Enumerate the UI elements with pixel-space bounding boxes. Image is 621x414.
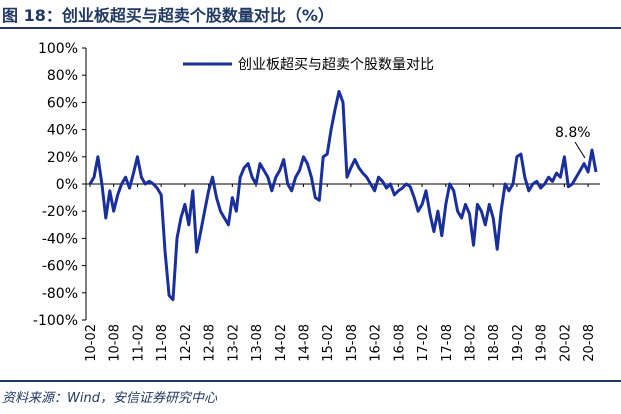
x-tick-label: 16-02 (369, 324, 384, 362)
y-tick-label: 20% (47, 150, 78, 166)
x-tick-label: 18-02 (464, 324, 479, 362)
x-tick-label: 17-02 (416, 324, 431, 362)
annotation: 8.8% (555, 125, 591, 159)
y-tick-label: 60% (47, 95, 78, 111)
x-tick-label: 13-08 (250, 324, 265, 362)
series-layer (88, 90, 598, 302)
x-tick-label: 12-02 (179, 324, 194, 362)
annotation-label: 8.8% (555, 125, 591, 141)
y-tick-label: -80% (42, 286, 78, 302)
footer-divider (0, 380, 621, 382)
x-tick-label: 10-08 (108, 324, 123, 362)
x-tick-label: 19-02 (511, 324, 526, 362)
x-axis: 10-02 10-08 11-02 11-08 12-02 12-08 13-02 13-08… (84, 183, 600, 362)
source-note: 资料来源：Wind，安信证券研究中心 (2, 391, 217, 406)
y-tick-label: -60% (42, 259, 78, 275)
legend: 创业板超买与超卖个股数量对比 (183, 57, 434, 73)
x-tick-label: 17-08 (440, 324, 455, 362)
y-tick-label: 40% (47, 123, 78, 139)
x-tick-label: 10-02 (84, 324, 99, 362)
title-divider (0, 27, 621, 29)
annotation-arrow (574, 141, 586, 159)
x-tick-label: 18-08 (487, 324, 502, 362)
line-chart: 100%80%60%40%20%0%-20%-40%-60%-80%-100% … (33, 41, 600, 362)
x-tick-label: 11-08 (155, 324, 170, 362)
x-tick-label: 14-02 (274, 324, 289, 362)
legend-label: 创业板超买与超卖个股数量对比 (238, 57, 434, 73)
y-tick-label: 80% (47, 68, 78, 84)
y-tick-label: 100% (38, 41, 78, 57)
x-tick-label: 15-02 (321, 324, 336, 362)
x-tick-label: 19-08 (535, 324, 550, 362)
x-tick-label: 16-08 (392, 324, 407, 362)
x-tick-label: 20-08 (582, 324, 597, 362)
y-axis: 100% 80% 60% 40% 20% 0% -20% -40% -60% -80% -100% (33, 41, 87, 329)
x-tick-label: 20-02 (558, 324, 573, 362)
y-tick-label: 0% (56, 177, 78, 193)
x-tick-label: 13-02 (226, 324, 241, 362)
figure-title: 图 18：创业板超买与超卖个股数量对比（%） (2, 6, 334, 25)
y-tick-label: -40% (42, 231, 78, 247)
x-tick-label: 15-08 (345, 324, 360, 362)
y-tick-label: -20% (42, 204, 78, 220)
x-tick-label: 11-02 (131, 324, 146, 362)
x-tick-label: 12-08 (203, 324, 218, 362)
y-tick-label: -100% (33, 313, 78, 329)
series-line (88, 90, 598, 302)
x-tick-label: 14-08 (297, 324, 312, 362)
